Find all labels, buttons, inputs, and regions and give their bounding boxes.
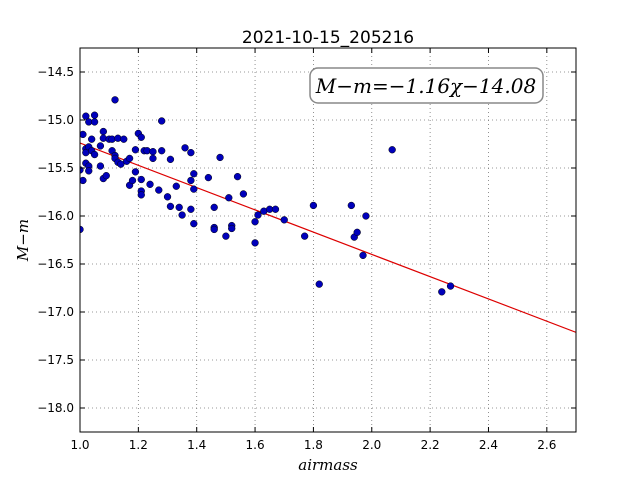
- y-tick-label: −16.0: [37, 209, 74, 223]
- y-tick-label: −14.5: [37, 65, 74, 79]
- data-point: [204, 173, 213, 182]
- data-point: [190, 185, 198, 193]
- data-point: [347, 201, 355, 210]
- data-point: [388, 146, 396, 154]
- data-point: [149, 148, 157, 156]
- data-point: [438, 288, 446, 296]
- data-point: [301, 232, 309, 240]
- data-point: [190, 170, 198, 178]
- data-point: [190, 220, 198, 228]
- data-point: [146, 180, 154, 188]
- data-point: [187, 148, 195, 157]
- data-point: [187, 176, 195, 185]
- data-point: [137, 191, 145, 199]
- data-point: [172, 182, 180, 190]
- data-point: [175, 203, 183, 212]
- data-point: [187, 205, 195, 213]
- plot-area: [80, 48, 576, 432]
- data-point: [210, 225, 218, 234]
- data-point: [315, 280, 323, 288]
- data-point: [210, 203, 218, 212]
- data-point: [166, 202, 175, 211]
- data-point: [163, 193, 172, 201]
- x-tick-label: 1.6: [246, 438, 265, 452]
- data-point: [359, 251, 367, 260]
- y-tick-label: −16.5: [37, 257, 74, 271]
- data-point: [222, 232, 230, 240]
- chart-title: 2021-10-15_205216: [242, 28, 414, 48]
- data-point: [251, 218, 259, 226]
- y-tick-label: −15.5: [37, 161, 74, 175]
- data-point: [82, 112, 90, 120]
- data-point: [85, 167, 93, 175]
- fit-equation-annotation: M−m=−1.16χ−14.08: [309, 67, 544, 104]
- fit-line: [80, 142, 576, 333]
- data-point: [149, 154, 157, 163]
- x-tick-label: 1.0: [70, 438, 89, 452]
- x-axis-label: airmass: [298, 456, 358, 474]
- data-points: [80, 96, 455, 296]
- annotation-frame: [309, 67, 544, 104]
- x-tick-label: 2.2: [421, 438, 440, 452]
- data-point: [178, 211, 186, 219]
- data-point: [239, 190, 248, 198]
- fit-line-layer: [80, 142, 576, 333]
- data-point: [446, 282, 455, 290]
- data-point: [80, 130, 87, 139]
- data-point: [216, 153, 224, 162]
- data-point: [233, 172, 242, 181]
- y-tick-label: −15.0: [37, 113, 74, 127]
- data-point: [90, 150, 99, 159]
- data-point: [280, 216, 288, 224]
- data-point: [131, 168, 140, 176]
- data-point: [228, 224, 236, 233]
- data-point: [131, 146, 140, 154]
- x-tick-label: 1.2: [129, 438, 148, 452]
- x-tick-label: 2.6: [537, 438, 556, 452]
- data-point: [90, 111, 99, 119]
- y-tick-label: −17.5: [37, 353, 74, 367]
- data-point: [88, 135, 96, 143]
- tick-labels: 1.0 1.2 1.4 1.6 1.8 2.0 2.2 2.4 2.6 −14.5 −15.0 −15…: [37, 65, 556, 452]
- data-point: [96, 142, 105, 150]
- data-point: [137, 133, 145, 141]
- data-point: [181, 144, 189, 152]
- data-point: [225, 194, 233, 202]
- data-point: [99, 127, 107, 136]
- data-point: [80, 225, 84, 234]
- data-point: [362, 212, 370, 220]
- data-point: [166, 155, 175, 164]
- data-point: [251, 239, 259, 247]
- y-axis-label: M−m: [14, 219, 32, 262]
- data-point: [158, 117, 166, 125]
- data-point: [117, 160, 125, 168]
- y-tick-label: −18.0: [37, 401, 74, 415]
- x-tick-label: 2.4: [479, 438, 498, 452]
- plot-frame: [79, 47, 577, 433]
- x-tick-label: 1.4: [187, 438, 206, 452]
- data-point: [80, 176, 87, 185]
- axis-ticks: [79, 48, 576, 432]
- data-point: [102, 172, 110, 180]
- data-point: [309, 201, 318, 210]
- data-point: [120, 135, 128, 143]
- data-point: [111, 96, 119, 104]
- data-point: [271, 205, 280, 213]
- x-tick-label: 2.0: [362, 438, 381, 452]
- y-tick-label: −17.0: [37, 305, 74, 319]
- fit-equation-text: M−m=−1.16χ−14.08: [315, 74, 536, 98]
- data-point: [137, 175, 145, 184]
- data-point: [254, 211, 262, 219]
- data-point: [353, 228, 361, 236]
- x-tick-label: 1.8: [304, 438, 323, 452]
- data-point: [90, 118, 99, 126]
- data-point: [158, 147, 166, 155]
- data-point: [125, 154, 134, 163]
- data-point: [155, 186, 163, 194]
- data-point: [96, 162, 105, 170]
- data-point: [128, 176, 137, 185]
